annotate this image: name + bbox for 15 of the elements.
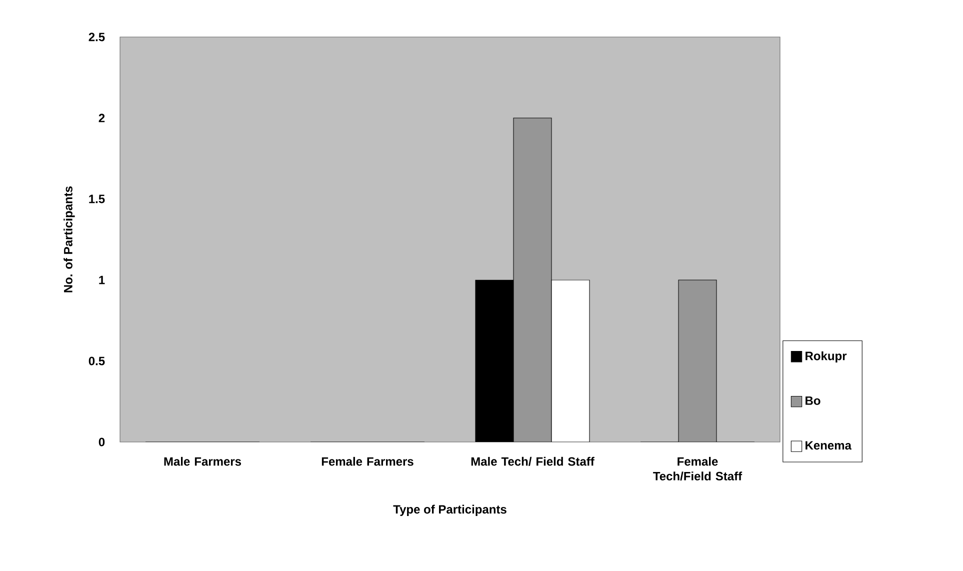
y-tick-label: 2.5 xyxy=(88,32,105,42)
y-axis-title: No. of Participants xyxy=(64,186,75,292)
y-tick-label: 1 xyxy=(99,276,105,284)
x-tick-label: Male Tech/ Field Staff xyxy=(471,456,594,466)
x-tick-label: Female Farmers xyxy=(322,456,414,466)
y-tick-label: 0 xyxy=(98,438,105,446)
y-tick-label: 0.5 xyxy=(88,356,105,366)
x-tick-label: Male Farmers xyxy=(164,456,242,466)
y-tick-label: 2 xyxy=(98,114,105,122)
x-axis-title: Type of Participants xyxy=(393,504,506,516)
legend-label: Bo xyxy=(806,396,820,405)
legend-label: Kenema xyxy=(806,441,852,450)
legend-label: Rokupr xyxy=(806,351,847,363)
y-tick-label: 1.5 xyxy=(89,194,105,204)
x-tick-label: Female Tech/Field Staff xyxy=(653,456,742,481)
